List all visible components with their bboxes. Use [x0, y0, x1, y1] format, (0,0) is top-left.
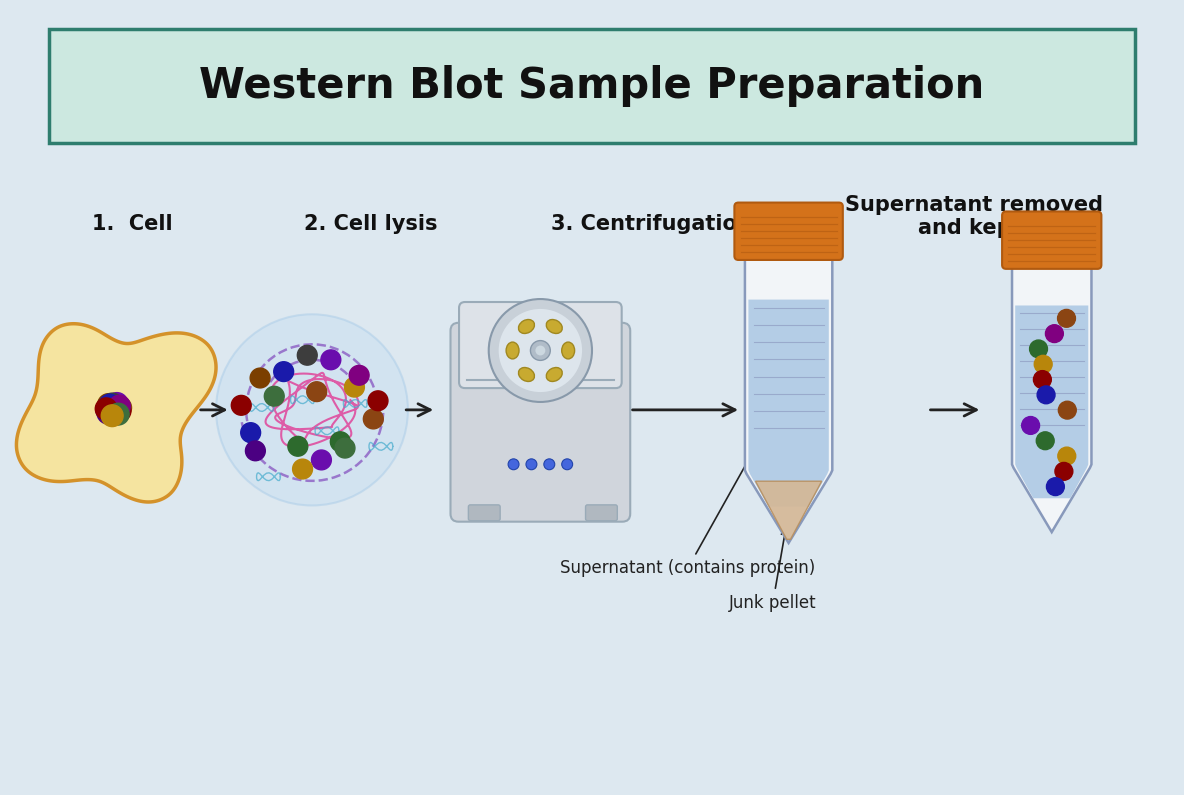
Circle shape	[95, 398, 117, 420]
FancyBboxPatch shape	[450, 323, 630, 522]
Circle shape	[307, 382, 327, 401]
Circle shape	[109, 395, 130, 417]
Circle shape	[250, 368, 270, 388]
FancyBboxPatch shape	[49, 29, 1135, 142]
Circle shape	[102, 405, 123, 427]
Circle shape	[526, 459, 536, 470]
Circle shape	[108, 398, 130, 420]
Circle shape	[349, 366, 369, 385]
Circle shape	[245, 441, 265, 461]
Circle shape	[292, 460, 313, 479]
Circle shape	[110, 397, 131, 419]
Ellipse shape	[546, 320, 562, 333]
Circle shape	[103, 398, 124, 420]
Circle shape	[1022, 417, 1040, 434]
Circle shape	[1036, 432, 1054, 450]
Ellipse shape	[519, 367, 534, 382]
Circle shape	[535, 346, 546, 355]
Circle shape	[104, 403, 127, 425]
Circle shape	[311, 450, 332, 470]
Polygon shape	[745, 256, 832, 543]
Circle shape	[498, 309, 583, 392]
Text: 3. Centrifugation: 3. Centrifugation	[551, 215, 752, 235]
Circle shape	[543, 459, 555, 470]
Circle shape	[108, 403, 129, 425]
FancyBboxPatch shape	[459, 302, 622, 388]
Ellipse shape	[561, 342, 574, 359]
Circle shape	[1045, 324, 1063, 343]
Text: 2. Cell lysis: 2. Cell lysis	[304, 215, 437, 235]
Circle shape	[345, 377, 365, 397]
Circle shape	[102, 394, 123, 415]
Circle shape	[321, 350, 341, 370]
Circle shape	[1058, 401, 1076, 419]
Ellipse shape	[506, 342, 519, 359]
Circle shape	[297, 345, 317, 365]
Circle shape	[1030, 340, 1048, 358]
Circle shape	[107, 393, 128, 414]
Circle shape	[368, 391, 388, 411]
Circle shape	[231, 395, 251, 415]
Circle shape	[530, 340, 551, 360]
Polygon shape	[755, 481, 822, 539]
Polygon shape	[748, 300, 829, 506]
Ellipse shape	[519, 320, 534, 333]
Circle shape	[99, 394, 121, 416]
Circle shape	[489, 299, 592, 402]
Circle shape	[99, 397, 121, 418]
Text: 1.  Cell: 1. Cell	[92, 215, 173, 235]
Circle shape	[215, 314, 408, 506]
Polygon shape	[1012, 265, 1092, 532]
Polygon shape	[17, 324, 215, 502]
Text: Junk pellet: Junk pellet	[729, 528, 817, 612]
Circle shape	[1047, 478, 1064, 495]
Circle shape	[1037, 386, 1055, 404]
Circle shape	[97, 394, 120, 416]
Circle shape	[561, 459, 573, 470]
Circle shape	[240, 423, 260, 443]
Circle shape	[363, 409, 384, 429]
FancyBboxPatch shape	[586, 505, 617, 521]
Circle shape	[264, 386, 284, 406]
Circle shape	[1057, 447, 1076, 465]
Text: Supernatant (contains protein): Supernatant (contains protein)	[560, 419, 816, 577]
FancyBboxPatch shape	[469, 505, 500, 521]
Ellipse shape	[546, 367, 562, 382]
Circle shape	[288, 436, 308, 456]
Circle shape	[1055, 463, 1073, 480]
Circle shape	[1035, 355, 1053, 373]
Circle shape	[105, 401, 128, 424]
Text: Supernatant removed
and kept.: Supernatant removed and kept.	[845, 195, 1103, 238]
Circle shape	[101, 400, 122, 422]
FancyBboxPatch shape	[734, 203, 843, 260]
Circle shape	[97, 402, 118, 424]
Circle shape	[274, 362, 294, 382]
FancyBboxPatch shape	[1002, 211, 1101, 269]
Circle shape	[109, 400, 131, 422]
Circle shape	[96, 399, 117, 421]
Circle shape	[1034, 370, 1051, 389]
Circle shape	[508, 459, 519, 470]
Circle shape	[330, 432, 350, 452]
Circle shape	[335, 438, 355, 458]
Polygon shape	[1015, 305, 1088, 498]
Text: Western Blot Sample Preparation: Western Blot Sample Preparation	[199, 65, 985, 107]
Circle shape	[1057, 309, 1075, 328]
